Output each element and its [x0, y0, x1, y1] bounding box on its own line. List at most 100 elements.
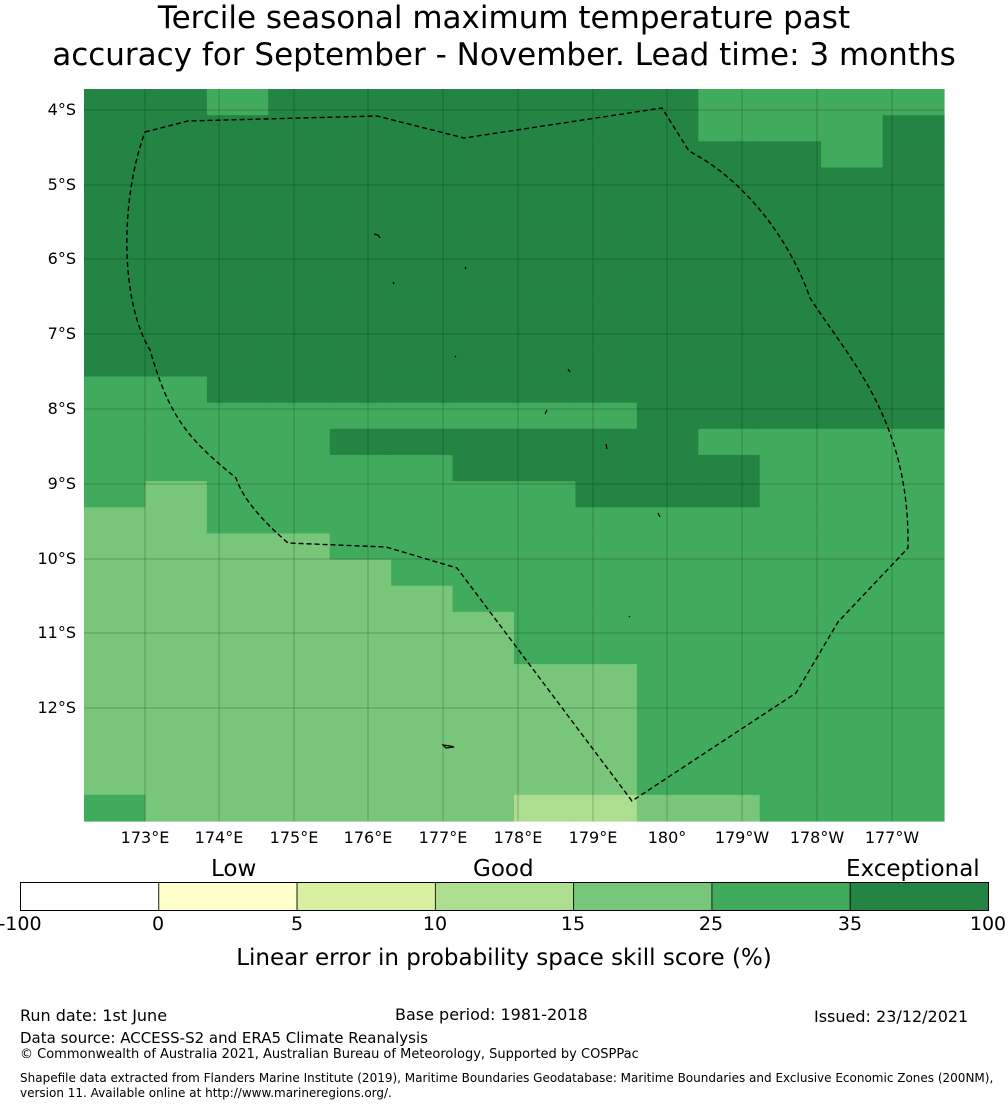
- skill-cell: [514, 141, 577, 169]
- skill-cell: [84, 219, 147, 247]
- skill-cell: [698, 350, 761, 378]
- skill-cell: [268, 245, 331, 273]
- skill-cell: [882, 716, 945, 744]
- skill-cell: [759, 690, 822, 718]
- skill-cell: [575, 350, 638, 378]
- skill-cell: [882, 638, 945, 665]
- skill-cell: [452, 559, 515, 587]
- skill-cell: [452, 481, 515, 508]
- skill-cell: [514, 428, 577, 456]
- skill-cell: [698, 742, 761, 770]
- skill-cell: [759, 768, 822, 796]
- skill-cell: [882, 350, 945, 378]
- skill-cell: [759, 141, 822, 169]
- skill-cell: [329, 664, 392, 691]
- skill-cell: [882, 742, 945, 770]
- island: [628, 615, 631, 618]
- skill-cell: [452, 350, 515, 378]
- colorbar-segment: [296, 882, 436, 911]
- skill-cell: [821, 768, 884, 796]
- skill-cell: [145, 742, 208, 770]
- skill-cell: [514, 638, 577, 665]
- colorbar-segment: [711, 882, 851, 911]
- skill-cell: [268, 167, 331, 195]
- skill-cell: [329, 742, 392, 770]
- skill-cell: [821, 141, 884, 169]
- skill-cell: [575, 324, 638, 352]
- skill-cell: [268, 402, 331, 430]
- island-outlines: [373, 233, 661, 749]
- skill-cell: [329, 768, 392, 796]
- skill-cell: [636, 402, 699, 430]
- skill-cell: [145, 167, 208, 195]
- skill-cell: [882, 89, 945, 116]
- skill-cell: [145, 585, 208, 613]
- skill-cell: [84, 716, 147, 744]
- skill-cell: [698, 638, 761, 665]
- skill-cell: [636, 428, 699, 456]
- skill-cell: [821, 585, 884, 613]
- skill-cell: [821, 794, 884, 822]
- skill-cell: [145, 690, 208, 718]
- skill-cell: [636, 768, 699, 796]
- skill-cell: [329, 350, 392, 378]
- island: [544, 409, 548, 415]
- skill-cell: [575, 298, 638, 325]
- skill-cell: [821, 272, 884, 299]
- skill-cell: [452, 455, 515, 482]
- lat-label-9s: 9°S: [47, 474, 76, 493]
- skill-cell: [514, 533, 577, 561]
- skill-cell: [821, 742, 884, 770]
- skill-cell: [514, 455, 577, 482]
- skill-cell: [452, 507, 515, 535]
- skill-cell: [391, 402, 454, 430]
- island: [567, 368, 571, 373]
- skill-cell: [84, 742, 147, 770]
- skill-cell: [391, 298, 454, 325]
- skill-grid: [84, 89, 945, 822]
- lat-label-12s: 12°S: [37, 698, 76, 717]
- skill-cell: [206, 664, 269, 691]
- colorbar-segment: [158, 882, 298, 911]
- skill-cell: [514, 611, 577, 639]
- skill-cell: [698, 376, 761, 404]
- skill-cell: [575, 794, 638, 822]
- skill-cell: [452, 272, 515, 299]
- skill-cell: [759, 115, 822, 142]
- skill-cell: [391, 455, 454, 482]
- skill-cell: [759, 559, 822, 587]
- skill-cell: [329, 141, 392, 169]
- skill-cell: [329, 115, 392, 142]
- colorbar-tick: 15: [560, 913, 586, 935]
- skill-cell: [636, 350, 699, 378]
- island: [605, 443, 608, 450]
- skill-cell: [636, 794, 699, 822]
- skill-cell: [84, 350, 147, 378]
- skill-cell: [452, 533, 515, 561]
- skill-cell: [329, 794, 392, 822]
- skill-cell: [329, 716, 392, 744]
- skill-cell: [329, 167, 392, 195]
- skill-cell: [206, 638, 269, 665]
- skill-cell: [514, 690, 577, 718]
- skill-cell: [882, 245, 945, 273]
- skill-cell: [391, 768, 454, 796]
- skill-cell: [268, 638, 331, 665]
- colorbar-segment: [573, 882, 713, 911]
- skill-cell: [391, 324, 454, 352]
- skill-cell: [821, 455, 884, 482]
- map-title-line-1: Tercile seasonal maximum temperature pas…: [157, 0, 851, 36]
- lon-label-176e: 176°E: [343, 828, 393, 847]
- skill-cell: [391, 350, 454, 378]
- skill-cell: [575, 219, 638, 247]
- colorbar-segment: [849, 882, 989, 911]
- skill-cell: [84, 115, 147, 142]
- skill-cell: [84, 272, 147, 299]
- skill-cell: [206, 481, 269, 508]
- skill-cell: [452, 638, 515, 665]
- skill-cell: [391, 428, 454, 456]
- skill-cell: [575, 481, 638, 508]
- skill-cell: [329, 455, 392, 482]
- skill-cell: [329, 481, 392, 508]
- skill-cell: [452, 298, 515, 325]
